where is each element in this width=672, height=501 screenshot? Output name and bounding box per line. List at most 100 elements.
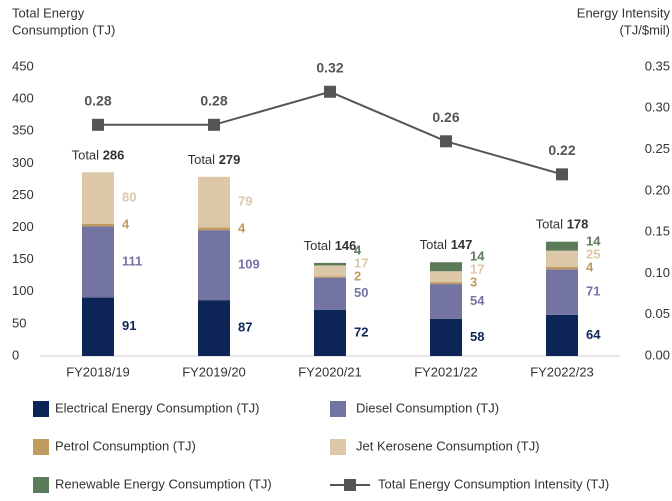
legend-label: Electrical Energy Consumption (TJ) xyxy=(55,400,259,415)
bar-segment xyxy=(430,262,462,272)
value-label: 25 xyxy=(586,246,600,261)
value-label: 109 xyxy=(238,257,260,272)
legend-item: Electrical Energy Consumption (TJ) xyxy=(33,400,259,417)
total-label: Total 146 xyxy=(304,238,357,253)
y2-tick-label: 0.30 xyxy=(645,100,670,115)
bar-segment xyxy=(314,309,346,356)
total-value: 146 xyxy=(335,238,357,253)
bar-segment xyxy=(314,277,346,310)
x-tick-label: FY2022/23 xyxy=(530,364,594,379)
value-label: 50 xyxy=(354,285,368,300)
line-value-label: 0.32 xyxy=(316,59,343,75)
legend-swatch xyxy=(33,477,49,493)
bar-segment xyxy=(546,250,578,267)
total-label: Total 286 xyxy=(72,148,125,163)
y-tick-label: 450 xyxy=(12,58,34,73)
y-tick-label: 0 xyxy=(12,347,19,362)
total-value: 279 xyxy=(219,152,241,167)
bar-segment xyxy=(198,300,230,356)
value-label: 17 xyxy=(354,255,368,270)
bar-segment xyxy=(430,318,462,356)
bar-segment xyxy=(546,266,578,270)
legend-swatch xyxy=(330,401,346,417)
legend-item: Renewable Energy Consumption (TJ) xyxy=(33,476,272,493)
y-axis-title: Consumption (TJ) xyxy=(12,22,115,37)
line-marker xyxy=(440,135,452,148)
y2-tick-label: 0.20 xyxy=(645,182,670,197)
total-label-text: Total xyxy=(188,152,216,167)
y2-tick-label: 0.05 xyxy=(645,306,670,321)
legend-label: Diesel Consumption (TJ) xyxy=(356,400,499,415)
y-tick-label: 50 xyxy=(12,315,26,330)
total-label: Total 279 xyxy=(188,152,241,167)
line-marker xyxy=(324,85,336,98)
bar-segment xyxy=(430,271,462,283)
y2-axis-title: (TJ/$mil) xyxy=(619,22,670,37)
legend-label: Total Energy Consumption Intensity (TJ) xyxy=(378,476,609,491)
total-value: 147 xyxy=(451,238,473,253)
value-label: 4 xyxy=(354,242,362,257)
bar-segment xyxy=(82,226,114,298)
legend-label: Jet Kerosene Consumption (TJ) xyxy=(356,438,540,453)
y-tick-label: 300 xyxy=(12,155,34,170)
y2-tick-label: 0.15 xyxy=(645,224,670,239)
legend-item: Total Energy Consumption Intensity (TJ) xyxy=(330,476,609,491)
value-label: 111 xyxy=(122,253,142,268)
y2-tick-label: 0.00 xyxy=(645,347,670,362)
value-label: 3 xyxy=(470,275,477,290)
legend-item: Jet Kerosene Consumption (TJ) xyxy=(330,438,540,455)
bar-segment xyxy=(546,269,578,315)
bar-segment xyxy=(546,314,578,356)
y-tick-label: 200 xyxy=(12,219,34,234)
x-tick-label: FY2019/20 xyxy=(182,364,246,379)
y2-tick-label: 0.25 xyxy=(645,141,670,156)
line-marker xyxy=(92,118,104,131)
x-tick-label: FY2018/19 xyxy=(66,364,130,379)
value-label: 4 xyxy=(122,216,130,231)
bar-segment xyxy=(82,172,114,224)
total-label: Total 178 xyxy=(536,217,589,232)
x-tick-label: FY2020/21 xyxy=(298,364,362,379)
legend-swatch xyxy=(33,439,49,455)
value-label: 64 xyxy=(586,327,601,342)
y-tick-label: 100 xyxy=(12,283,34,298)
value-label: 91 xyxy=(122,318,136,333)
x-tick-label: FY2021/22 xyxy=(414,364,478,379)
bar-segment xyxy=(82,223,114,227)
total-label-text: Total xyxy=(536,217,564,232)
value-label: 4 xyxy=(238,220,246,235)
bar-segment xyxy=(430,282,462,285)
bar-segment xyxy=(314,265,346,277)
intensity-line xyxy=(98,90,563,176)
y2-tick-label: 0.10 xyxy=(645,265,670,280)
value-label: 2 xyxy=(354,268,361,283)
bar-segment xyxy=(314,276,346,278)
value-label: 72 xyxy=(354,324,368,339)
value-label: 4 xyxy=(586,259,594,274)
bar-segment xyxy=(198,230,230,301)
value-label: 80 xyxy=(122,189,136,204)
line-value-label: 0.28 xyxy=(84,93,111,109)
y-axis-title: Total Energy xyxy=(12,5,85,20)
line-value-label: 0.22 xyxy=(548,142,575,158)
bar-segment xyxy=(82,297,114,356)
legend-marker xyxy=(344,479,356,491)
total-label-text: Total xyxy=(304,238,332,253)
legend-item: Diesel Consumption (TJ) xyxy=(330,400,499,417)
bar-segment xyxy=(314,262,346,266)
legend-item: Petrol Consumption (TJ) xyxy=(33,438,196,455)
value-label: 54 xyxy=(470,293,485,308)
bar-segment xyxy=(198,176,230,228)
legend-swatch xyxy=(330,439,346,455)
bar-segment xyxy=(430,284,462,319)
total-value: 286 xyxy=(103,148,125,163)
value-label: 58 xyxy=(470,329,484,344)
value-label: 14 xyxy=(586,233,601,248)
y-tick-label: 250 xyxy=(12,187,34,202)
value-label: 87 xyxy=(238,320,252,335)
value-label: 79 xyxy=(238,194,252,209)
legend-swatch xyxy=(33,401,49,417)
legend-label: Petrol Consumption (TJ) xyxy=(55,438,196,453)
y2-tick-label: 0.35 xyxy=(645,58,670,73)
value-label: 71 xyxy=(586,284,600,299)
